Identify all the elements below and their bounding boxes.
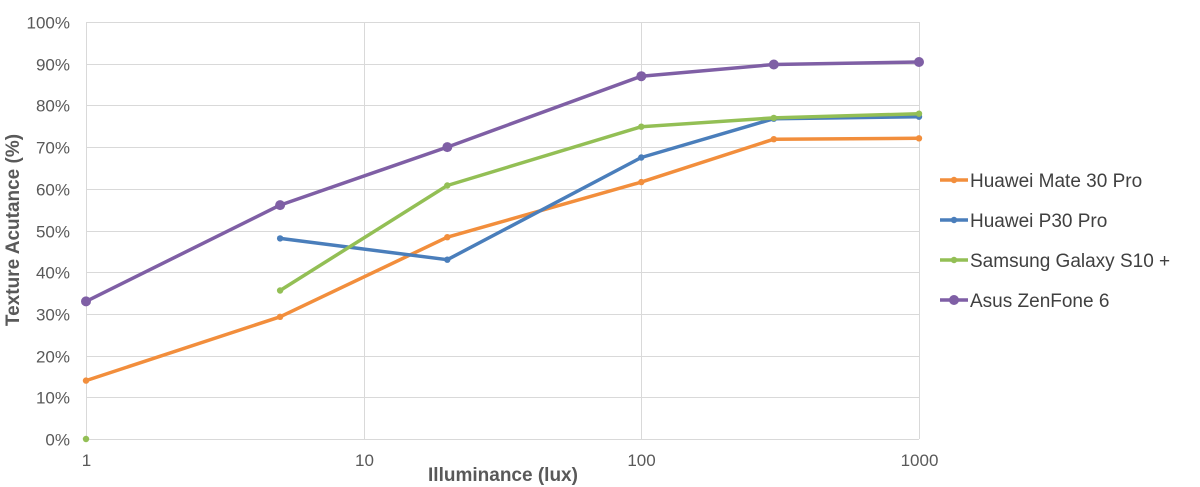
y-tick-label: 70% <box>36 139 70 158</box>
data-point <box>915 110 923 117</box>
legend-entry-huawei-mate-30-pro: Huawei Mate 30 Pro <box>940 171 1142 192</box>
data-point <box>275 200 286 211</box>
legend-entry-samsung-galaxy-s10: Samsung Galaxy S10 + <box>940 251 1170 272</box>
legend-label: Huawei Mate 30 Pro <box>970 171 1142 192</box>
y-tick-label: 40% <box>36 264 70 283</box>
y-tick-label: 10% <box>36 389 70 408</box>
legend-label: Samsung Galaxy S10 + <box>970 251 1170 272</box>
data-point <box>638 123 645 130</box>
data-point <box>638 178 645 186</box>
x-tick-label: 1 <box>82 451 91 470</box>
legend-entry-huawei-p30-pro: Huawei P30 Pro <box>940 211 1107 232</box>
data-point <box>444 234 451 241</box>
y-tick-labels: 0% 10% 20% 30% 40% 50% 60% 70% 80% 90% 100% <box>27 14 70 450</box>
y-tick-label: 30% <box>36 306 70 325</box>
data-point <box>442 142 453 153</box>
x-axis-title: Illuminance (lux) <box>428 465 578 486</box>
x-tick-label: 100 <box>627 451 655 470</box>
y-tick-label: 90% <box>36 56 70 75</box>
legend-entry-asus-zenfone-6: Asus ZenFone 6 <box>940 291 1109 312</box>
legend-label: Asus ZenFone 6 <box>970 291 1109 312</box>
data-point <box>444 256 451 263</box>
y-axis-title: Texture Acutance (%) <box>3 134 24 326</box>
data-point <box>82 377 90 384</box>
data-point <box>82 435 90 443</box>
x-tick-label: 1000 <box>901 451 939 470</box>
data-point <box>276 287 284 294</box>
y-tick-label: 50% <box>36 223 70 242</box>
x-tick-label: 10 <box>355 451 374 470</box>
legend-swatch-marker <box>950 176 958 184</box>
series-asus-zenfone-6 <box>81 57 924 307</box>
series-huawei-mate-30-pro <box>82 135 923 384</box>
data-point <box>770 114 777 122</box>
data-point <box>770 136 777 143</box>
legend-swatch-marker <box>950 256 958 264</box>
data-point <box>768 59 779 70</box>
series-line <box>84 60 921 304</box>
series-samsung-galaxy-s10 <box>82 110 923 443</box>
data-point <box>276 235 284 242</box>
y-tick-label: 60% <box>36 181 70 200</box>
data-point <box>638 154 645 161</box>
series-huawei-p30-pro <box>276 113 923 263</box>
legend-swatch-marker <box>950 216 958 224</box>
data-point <box>915 135 923 142</box>
series-line <box>84 136 921 383</box>
y-tick-label: 20% <box>36 348 70 367</box>
data-point <box>444 182 451 189</box>
y-tick-label: 0% <box>45 431 70 450</box>
x-tick-labels: 1 10 100 1000 <box>82 451 939 470</box>
legend: Huawei Mate 30 Pro Huawei P30 Pro Samsung … <box>940 171 1170 312</box>
legend-swatch-marker <box>949 295 959 305</box>
data-point <box>636 71 647 82</box>
y-tick-label: 80% <box>36 97 70 116</box>
legend-label: Huawei P30 Pro <box>970 211 1107 232</box>
y-tick-label: 100% <box>27 14 70 33</box>
data-point <box>276 313 284 320</box>
series-group <box>81 57 924 443</box>
data-point <box>81 296 91 307</box>
data-point <box>914 57 924 67</box>
